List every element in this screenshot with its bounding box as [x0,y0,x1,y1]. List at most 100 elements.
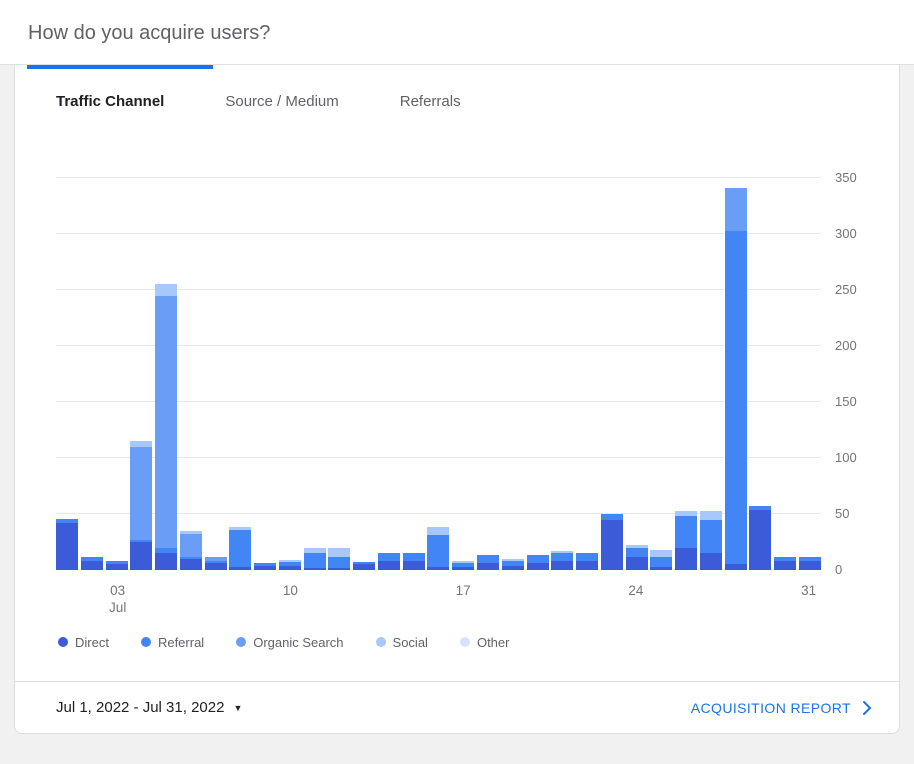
bar-segment [576,561,599,570]
card-footer: Jul 1, 2022 - Jul 31, 2022 ▼ ACQUISITION… [15,681,899,733]
bar-segment [749,509,772,570]
legend-label: Referral [157,634,205,650]
bar-jul-27[interactable] [699,178,722,570]
bar-segment [650,566,673,570]
bar-jul-15[interactable] [402,178,425,570]
bar-segment [179,558,202,570]
bar-segment [699,553,722,570]
bar-jul-25[interactable] [650,178,673,570]
y-axis-label: 0 [835,562,843,577]
y-axis-label: 300 [835,226,857,241]
bar-jul-16[interactable] [427,178,450,570]
y-axis-labels: 0 50 100 150 200 250 300 350 [835,170,885,577]
bar-jul-8[interactable] [229,178,252,570]
bar-jul-2[interactable] [80,178,103,570]
bar-jul-10[interactable] [278,178,301,570]
legend-item-organic-search: Organic Search [236,635,344,650]
gridline [56,345,821,346]
bar-segment [229,529,252,567]
bar-jul-30[interactable] [774,178,797,570]
bar-segment [254,565,277,570]
bar-segment [501,565,524,570]
legend: Direct Referral Organic Search Social Other [15,632,899,652]
bar-segment [477,563,500,570]
bar-segment [699,510,722,520]
bar-jul-17[interactable] [452,178,475,570]
y-axis-label: 200 [835,338,857,354]
bar-segment [600,519,623,570]
date-range-selector[interactable]: Jul 1, 2022 - Jul 31, 2022 ▼ [56,699,242,716]
bar-segment [551,550,574,554]
bar-segment [229,566,252,570]
legend-dot-icon [375,637,386,647]
bar-jul-9[interactable] [254,178,277,570]
x-axis-labels: 03 Jul 10 17 24 31 [56,582,821,622]
bar-jul-1[interactable] [56,178,78,570]
bar-segment [105,564,128,570]
x-axis-label: 03 Jul [109,583,127,615]
bar-jul-28[interactable] [724,178,747,570]
bar-jul-14[interactable] [377,178,400,570]
page-title: How do you acquire users? [28,22,271,44]
legend-dot-icon [236,637,247,647]
tab-traffic-channel[interactable]: Traffic Channel [56,93,165,110]
bar-segment [427,566,450,570]
acquisition-card: Traffic Channel Source / Medium Referral… [14,65,900,734]
bar-segment [675,510,698,517]
legend-label: Direct [75,634,109,650]
bar-segment [179,556,202,559]
tab-referrals[interactable]: Referrals [399,93,461,110]
bar-jul-3[interactable] [105,178,128,570]
dropdown-caret-icon: ▼ [233,703,243,713]
legend-dot-icon [140,637,151,647]
y-axis-label: 250 [835,282,857,297]
bar-jul-22[interactable] [576,178,599,570]
bar-segment [204,561,227,564]
bar-jul-29[interactable] [749,178,772,570]
bar-segment [774,561,797,570]
bar-segment [155,295,178,548]
active-tab-indicator [27,65,213,69]
acquisition-report-label: ACQUISITION REPORT [690,699,851,716]
bar-jul-26[interactable] [675,178,698,570]
bar-jul-20[interactable] [526,178,549,570]
bar-segment [551,561,574,570]
bar-segment [675,547,698,570]
bar-jul-6[interactable] [179,178,202,570]
bar-jul-21[interactable] [551,178,574,570]
bar-segment [56,522,78,570]
legend-item-social: Social [375,635,428,650]
bar-jul-31[interactable] [798,178,821,570]
bar-segment [56,518,78,523]
bar-jul-19[interactable] [501,178,524,570]
page-header: How do you acquire users? [0,0,914,65]
bar-segment [452,566,475,570]
tab-source-medium[interactable]: Source / Medium [225,93,339,110]
bar-jul-24[interactable] [625,178,648,570]
legend-item-other: Other [459,635,509,650]
bar-segment [377,553,400,562]
bar-segment [130,441,153,447]
bar-segment [526,555,549,564]
bar-segment [402,553,425,562]
bar-jul-5[interactable] [155,178,178,570]
bar-segment [278,562,301,566]
bar-segment [130,539,153,542]
bar-segment [105,561,128,565]
bar-jul-11[interactable] [303,178,326,570]
bar-jul-4[interactable] [130,178,153,570]
bar-jul-7[interactable] [204,178,227,570]
bar-segment [377,561,400,570]
legend-item-direct: Direct [58,635,109,650]
bar-segment [625,556,648,570]
acquisition-report-link[interactable]: ACQUISITION REPORT [691,696,879,720]
bar-jul-13[interactable] [353,178,376,570]
bar-jul-23[interactable] [600,178,623,570]
bar-segment [798,561,821,570]
bar-jul-12[interactable] [328,178,351,570]
bar-segment [179,534,202,557]
bar-segment [179,530,202,535]
users-by-channel-chart: 0 50 100 150 200 250 300 350 03 Jul 10 17 24 31 [15,170,899,615]
tab-bar: Traffic Channel Source / Medium Referral… [15,65,899,112]
bar-jul-18[interactable] [477,178,500,570]
